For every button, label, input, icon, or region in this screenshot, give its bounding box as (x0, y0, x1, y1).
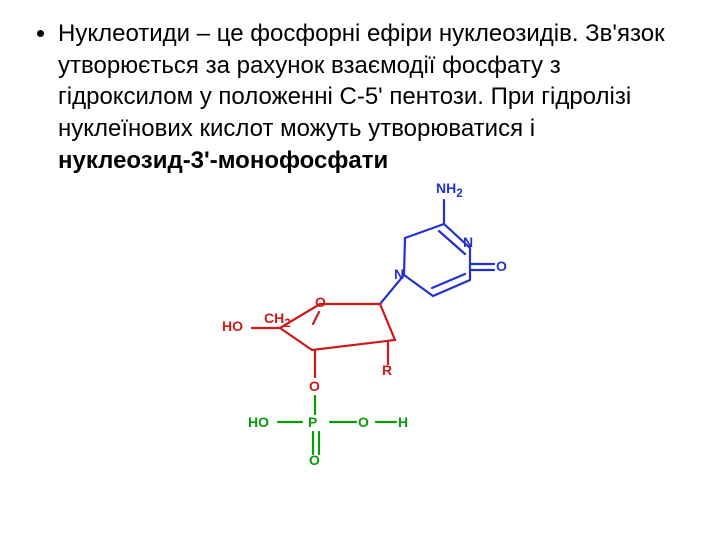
lbl-p: P (308, 414, 317, 430)
lbl-ch2: CH2 (264, 310, 291, 330)
path-sugar (280, 304, 395, 350)
lbl-o-dbl: O (496, 258, 507, 274)
path-sugar-o (313, 312, 319, 324)
lbl-n-left: N (394, 266, 404, 282)
lbl-o-link: O (309, 378, 320, 394)
figure-wrap: NH2 N N O HO CH2 O O R HO P O H O (30, 182, 690, 462)
molecule-diagram: NH2 N N O HO CH2 O O R HO P O H O (220, 182, 500, 462)
lbl-ch2-sub: 2 (284, 317, 290, 330)
lbl-o-sugar: O (315, 294, 326, 310)
paragraph-bold: нуклеозид-3'-монофосфати (58, 147, 388, 174)
lbl-h-right: H (398, 414, 408, 430)
bullet-item: Нуклеотиди – це фосфорні ефіри нуклеозид… (58, 18, 690, 176)
lbl-ho: HO (222, 318, 243, 334)
path-ring-db1 (439, 231, 465, 254)
lbl-o-right: O (358, 414, 369, 430)
lbl-n-top: N (463, 234, 473, 250)
lbl-nh2-sub: 2 (456, 187, 462, 200)
lbl-nh2-text: NH (436, 180, 456, 196)
lbl-ch2-text: CH (264, 310, 284, 326)
lbl-nh2: NH2 (436, 180, 463, 200)
slide: Нуклеотиди – це фосфорні ефіри нуклеозид… (0, 0, 720, 540)
bullet-list: Нуклеотиди – це фосфорні ефіри нуклеозид… (30, 18, 690, 176)
lbl-o-bottom: O (309, 452, 320, 468)
path-ring-db2 (432, 274, 465, 288)
paragraph-text: Нуклеотиди – це фосфорні ефіри нуклеозид… (58, 20, 665, 142)
lbl-ho-p: HO (248, 414, 269, 430)
lbl-r: R (382, 362, 392, 378)
